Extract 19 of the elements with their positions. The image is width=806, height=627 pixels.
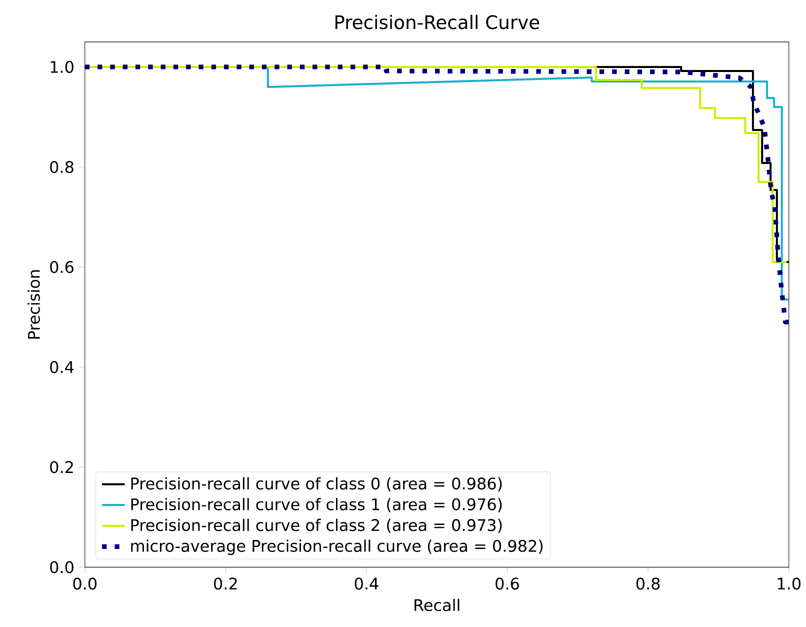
x-tick-label: 0.8: [636, 578, 660, 590]
x-tick-label: 0.2: [214, 578, 237, 590]
y-tick-label: 0.2: [50, 461, 73, 474]
legend-label: micro-average Precision-recall curve (area = 0.982): [131, 540, 543, 555]
legend-label: Precision-recall curve of class 1 (area = 0.976): [131, 498, 502, 512]
legend-label: Precision-recall curve of class 2 (area = 0.973): [131, 518, 502, 533]
x-tick-label: 0.4: [354, 578, 378, 590]
y-tick-label: 1.0: [50, 60, 74, 73]
chart-title: Precision-Recall Curve: [336, 14, 540, 30]
y-tick-label: 0.6: [50, 260, 74, 274]
x-tick-label: 0.6: [496, 578, 519, 590]
x-tick-label: 1.0: [778, 578, 801, 590]
y-tick-label: 0.4: [50, 360, 74, 374]
y-tick-label: 0.8: [50, 160, 74, 173]
x-tick-label: 0.0: [73, 578, 97, 590]
y-tick-label: 0.0: [50, 561, 74, 574]
legend-label: Precision-recall curve of class 0 (area = 0.986): [131, 477, 502, 492]
x-axis-title: Recall: [414, 598, 460, 612]
y-axis-title: Precision: [28, 270, 40, 339]
